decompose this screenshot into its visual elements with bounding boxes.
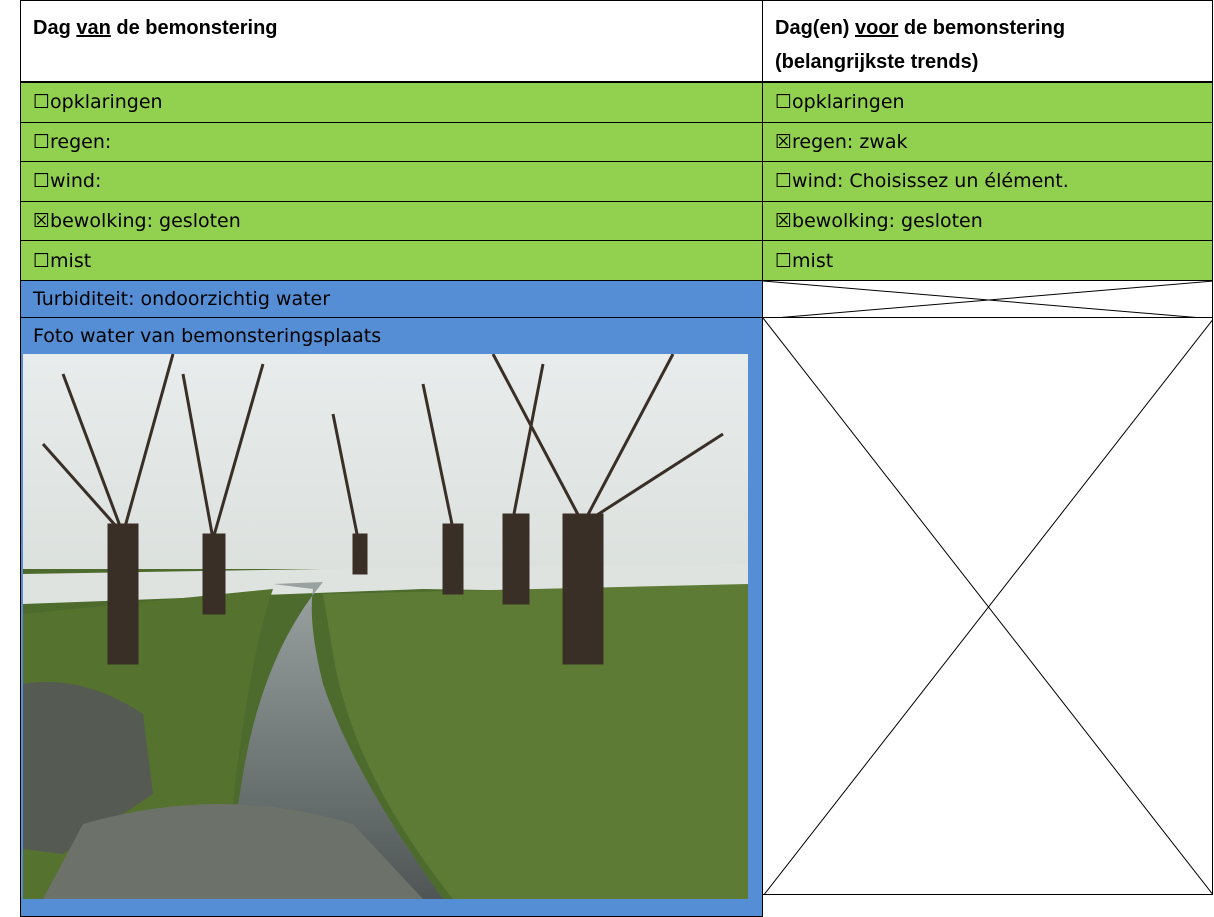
photo-label: Foto water van bemonsteringsplaats xyxy=(33,325,382,347)
header-text: Dag(en) xyxy=(775,17,855,39)
weather-cell: ☒regen: zwak xyxy=(762,121,1213,163)
weather-cell: ☐mist xyxy=(20,240,763,281)
header-text: van xyxy=(76,17,111,39)
weather-cell: ☐wind: Choisissez un élément. xyxy=(762,161,1213,202)
weather-text: ☐wind: Choisissez un élément. xyxy=(775,170,1069,193)
weather-text: ☒bewolking: gesloten xyxy=(33,210,241,233)
header-text: de bemonstering xyxy=(110,17,278,39)
crossed-cell xyxy=(762,317,1213,895)
weather-cell: ☐mist xyxy=(762,240,1213,281)
weather-text: ☒bewolking: gesloten xyxy=(775,210,983,233)
header-right: Dag(en) voor de bemonstering (belangrijks… xyxy=(762,0,1213,82)
header-text: voor xyxy=(855,17,899,39)
weather-text: ☐opklaringen xyxy=(775,91,905,114)
header-text: Dag xyxy=(33,17,77,39)
header-text: (belangrijkste trends) xyxy=(775,51,979,73)
header-left: Dag van de bemonstering xyxy=(20,0,763,82)
header-text: de bemonstering xyxy=(898,17,1066,39)
page: Dag van de bemonstering Dag(en) voor de … xyxy=(20,0,1213,917)
turbidity-cell: Turbiditeit: ondoorzichtig water xyxy=(20,280,763,318)
weather-cell: ☐wind: xyxy=(20,161,763,202)
weather-cell: ☒bewolking: gesloten xyxy=(20,200,763,242)
photo xyxy=(23,354,748,899)
crossed-cell xyxy=(762,280,1213,318)
weather-text: ☐opklaringen xyxy=(33,91,163,114)
weather-cell: ☒bewolking: gesloten xyxy=(762,200,1213,242)
turbidity-text: Turbiditeit: ondoorzichtig water xyxy=(33,288,331,310)
weather-text: ☐mist xyxy=(775,249,834,272)
weather-cell: ☐opklaringen xyxy=(20,82,763,123)
weather-text: ☐wind: xyxy=(33,170,102,193)
weather-cell: ☐regen: xyxy=(20,121,763,163)
weather-text: ☐mist xyxy=(33,249,92,272)
photo-cell: Foto water van bemonsteringsplaats xyxy=(20,317,763,917)
weather-text: ☐regen: xyxy=(33,130,112,153)
weather-text: ☒regen: zwak xyxy=(775,130,908,153)
weather-cell: ☐opklaringen xyxy=(762,82,1213,123)
